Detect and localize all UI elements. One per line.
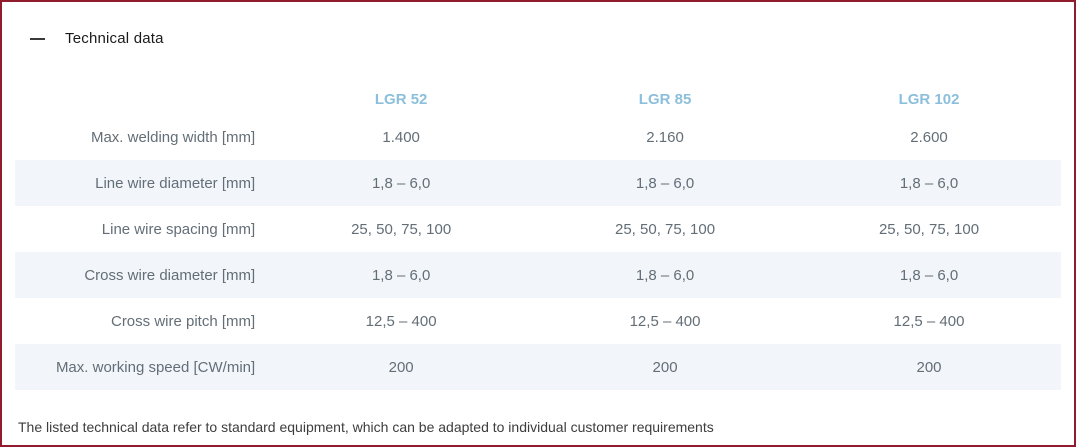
column-header-lgr52: LGR 52 bbox=[374, 90, 428, 108]
table-row: Cross wire diameter [mm] 1,8 – 6,0 1,8 –… bbox=[15, 252, 1061, 298]
accordion-header-technical-data[interactable]: Technical data bbox=[30, 30, 1074, 47]
row-label: Line wire spacing [mm] bbox=[101, 220, 256, 238]
row-label: Line wire diameter [mm] bbox=[95, 174, 256, 192]
cell-value: 2.160 bbox=[646, 128, 684, 146]
footnote: The listed technical data refer to stand… bbox=[18, 419, 714, 435]
table-row: Cross wire pitch [mm] 12,5 – 400 12,5 – … bbox=[15, 298, 1061, 344]
cell-value: 1,8 – 6,0 bbox=[899, 266, 959, 284]
cell-value: 200 bbox=[388, 358, 414, 376]
cell-value: 1,8 – 6,0 bbox=[371, 266, 431, 284]
row-label: Cross wire pitch [mm] bbox=[110, 312, 256, 330]
table-row: Max. working speed [CW/min] 200 200 200 bbox=[15, 344, 1061, 390]
table-row: Line wire spacing [mm] 25, 50, 75, 100 2… bbox=[15, 206, 1061, 252]
cell-value: 200 bbox=[916, 358, 942, 376]
cell-value: 1.400 bbox=[382, 128, 420, 146]
cell-value: 25, 50, 75, 100 bbox=[878, 220, 980, 238]
row-label: Max. welding width [mm] bbox=[90, 128, 256, 146]
cell-value: 2.600 bbox=[910, 128, 948, 146]
row-label: Cross wire diameter [mm] bbox=[84, 266, 256, 284]
cell-value: 12,5 – 400 bbox=[629, 312, 701, 330]
column-header-lgr85: LGR 85 bbox=[638, 90, 692, 108]
table-header-row: LGR 52 LGR 85 LGR 102 bbox=[15, 84, 1061, 114]
technical-data-table: LGR 52 LGR 85 LGR 102 Max. welding width… bbox=[15, 84, 1061, 390]
cell-value: 12,5 – 400 bbox=[365, 312, 437, 330]
minus-icon[interactable] bbox=[30, 37, 45, 40]
cell-value: 25, 50, 75, 100 bbox=[351, 220, 452, 238]
cell-value: 1,8 – 6,0 bbox=[899, 174, 959, 192]
column-header-lgr102: LGR 102 bbox=[898, 90, 960, 108]
cell-value: 200 bbox=[652, 358, 678, 376]
table-row: Line wire diameter [mm] 1,8 – 6,0 1,8 – … bbox=[15, 160, 1061, 206]
cell-value: 1,8 – 6,0 bbox=[371, 174, 431, 192]
cell-value: 25, 50, 75, 100 bbox=[615, 220, 716, 238]
table-row: Max. welding width [mm] 1.400 2.160 2.60… bbox=[15, 114, 1061, 160]
cell-value: 1,8 – 6,0 bbox=[635, 266, 695, 284]
cell-value: 1,8 – 6,0 bbox=[635, 174, 695, 192]
row-label: Max. working speed [CW/min] bbox=[55, 358, 256, 376]
cell-value: 12,5 – 400 bbox=[893, 312, 965, 330]
section-title: Technical data bbox=[65, 30, 164, 47]
column-header-empty bbox=[15, 84, 269, 114]
